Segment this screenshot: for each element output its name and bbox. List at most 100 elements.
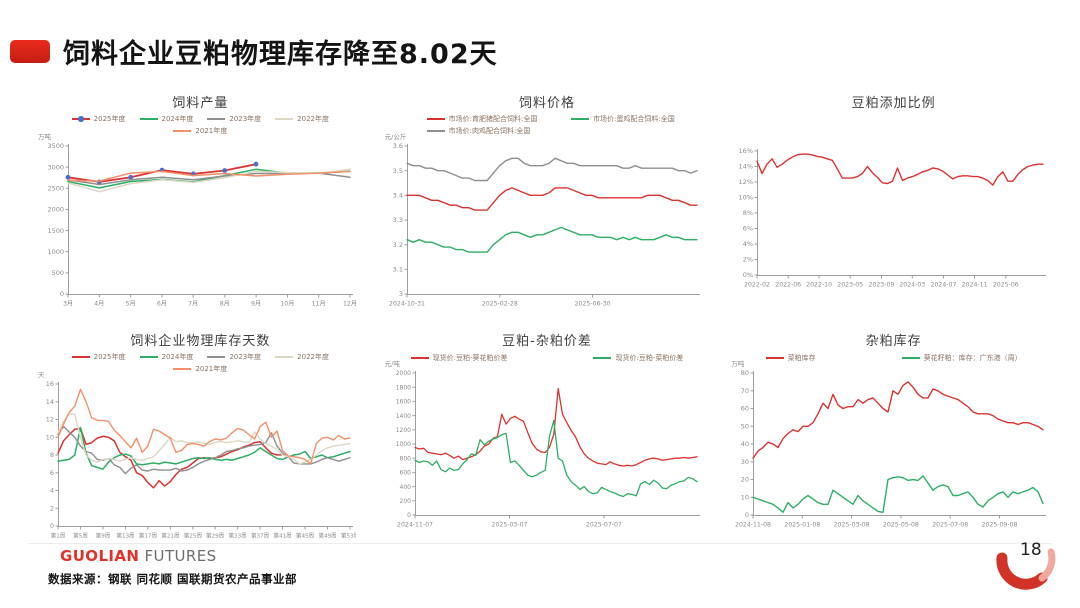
svg-text:6月: 6月 bbox=[157, 301, 167, 308]
legend-swatch bbox=[173, 368, 192, 370]
svg-text:2025-07-07: 2025-07-07 bbox=[586, 522, 622, 529]
svg-text:2024-10-31: 2024-10-31 bbox=[389, 301, 425, 308]
page-number-badge: 18 bbox=[990, 534, 1068, 602]
company-logo: GUOLIAN FUTURES bbox=[60, 547, 217, 565]
legend-swatch bbox=[173, 130, 192, 132]
data-source-note: 数据来源：钢联 同花顺 国联期货农产品事业部 bbox=[48, 572, 298, 586]
svg-text:第41周: 第41周 bbox=[273, 532, 291, 540]
svg-text:0: 0 bbox=[50, 522, 54, 530]
svg-text:3月: 3月 bbox=[63, 301, 73, 308]
svg-text:70: 70 bbox=[741, 387, 749, 395]
svg-text:第17周: 第17周 bbox=[139, 532, 157, 540]
svg-text:2500: 2500 bbox=[47, 185, 64, 193]
svg-text:2024-03: 2024-03 bbox=[900, 282, 926, 289]
chart-legend: 2025年度 2024年度 2023年度 2022年度 2021年度 bbox=[38, 114, 363, 136]
line-chart: 0 200 400 600 800 1000 1200 1400 1600 1800 2000 202… bbox=[395, 370, 700, 529]
svg-text:200: 200 bbox=[399, 498, 411, 505]
svg-text:20: 20 bbox=[741, 476, 749, 484]
legend-swatch bbox=[207, 118, 226, 120]
svg-text:10: 10 bbox=[46, 434, 54, 442]
svg-text:2024-11-07: 2024-11-07 bbox=[397, 522, 433, 529]
chart-plot: 万吨 0 500 1000 1500 2000 2500 3000 3500 3月 4月 5月 6月 7… bbox=[38, 133, 363, 313]
svg-text:9月: 9月 bbox=[251, 301, 261, 308]
legend-swatch bbox=[593, 356, 612, 359]
legend-item: 2022年度 bbox=[275, 352, 329, 362]
svg-text:2022-10: 2022-10 bbox=[806, 282, 832, 289]
legend-label: 2023年度 bbox=[229, 353, 262, 361]
svg-text:第25周: 第25周 bbox=[184, 532, 202, 540]
legend-swatch bbox=[71, 356, 90, 358]
line-chart: 0 10 20 30 40 50 60 70 80 2024-11-08 2025-01-08 202… bbox=[735, 369, 1047, 529]
chart-plot: 天 0 2 4 6 8 10 12 14 16 第1周 第5周 第9周 第13周 第17周 第21周 第25周… bbox=[38, 371, 363, 545]
svg-text:第13周: 第13周 bbox=[116, 532, 134, 540]
svg-text:16%: 16% bbox=[739, 147, 753, 155]
legend-marker-dot bbox=[78, 116, 84, 122]
legend-item: 2024年度 bbox=[139, 114, 193, 124]
page-number: 18 bbox=[1020, 540, 1042, 560]
legend-item: 市场价:肉鸡配合饲料:全国 bbox=[426, 126, 531, 136]
line-chart: 0 2 4 6 8 10 12 14 16 第1周 第5周 第9周 第13周 第17周 第21周 第25周 第2… bbox=[46, 380, 359, 540]
svg-text:7月: 7月 bbox=[188, 301, 198, 308]
legend-swatch bbox=[71, 116, 90, 122]
svg-text:2025-06-30: 2025-06-30 bbox=[574, 301, 610, 308]
svg-text:8月: 8月 bbox=[220, 301, 230, 308]
svg-text:2022-06: 2022-06 bbox=[776, 282, 802, 289]
legend-item: 市场价:蛋鸡配合饲料:全国 bbox=[570, 114, 675, 124]
legend-label: 市场价:蛋鸡配合饲料:全国 bbox=[592, 115, 675, 123]
legend-label: 葵花籽粕：库存：广东港（周） bbox=[923, 353, 1022, 362]
chart-title: 豆粕-杂粕价差 bbox=[502, 334, 592, 349]
legend-item: 2021年度 bbox=[173, 364, 227, 374]
chart-plot: 0% 2% 4% 6% 8% 10% 12% 14% 16% 2022-02 2022-06 2022… bbox=[731, 144, 1056, 294]
slide-header: 饲料企业豆粕物理库存降至8.02天 bbox=[10, 32, 498, 71]
svg-text:600: 600 bbox=[399, 470, 411, 477]
svg-text:500: 500 bbox=[52, 269, 64, 277]
svg-text:400: 400 bbox=[399, 484, 411, 491]
legend-swatch bbox=[139, 118, 158, 120]
svg-text:12月: 12月 bbox=[343, 301, 356, 308]
chart-legend: 市场价:育肥猪配合饲料:全国 市场价:蛋鸡配合饲料:全国 市场价:肉鸡配合饲料:全国 bbox=[385, 114, 710, 136]
chart-title: 豆粕添加比例 bbox=[851, 96, 936, 111]
legend-label: 现货价:豆粕-葵花粕价差 bbox=[432, 353, 508, 362]
svg-text:3.1: 3.1 bbox=[392, 266, 402, 274]
svg-text:1000: 1000 bbox=[395, 441, 410, 448]
svg-text:第37周: 第37周 bbox=[251, 532, 269, 540]
svg-text:2: 2 bbox=[50, 505, 54, 513]
chart-title: 饲料产量 bbox=[172, 96, 229, 111]
line-chart: 3 3.1 3.2 3.3 3.4 3.5 3.6 2024-10-31 2025-02-28 2… bbox=[389, 142, 700, 308]
legend-item: 2021年度 bbox=[173, 126, 227, 136]
chart-panel-meal-inventory: 杂粕库存 菜粕库存 葵花籽粕：库存：广东港（周） 万吨 0 10 20 30 40 50 60… bbox=[731, 328, 1056, 542]
svg-text:3.4: 3.4 bbox=[392, 192, 402, 200]
legend-label: 2024年度 bbox=[161, 353, 194, 361]
svg-text:第1周: 第1周 bbox=[51, 532, 66, 540]
svg-text:6: 6 bbox=[50, 469, 54, 477]
y-axis-unit: 元/吨 bbox=[384, 360, 400, 368]
svg-text:2000: 2000 bbox=[395, 370, 410, 377]
chart-plot: 元/公斤 3 3.1 3.2 3.3 3.4 3.5 3.6 2024-10-31 2025-0… bbox=[385, 133, 710, 313]
svg-text:第21周: 第21周 bbox=[161, 532, 179, 540]
chart-panel-feed-price: 饲料价格 市场价:育肥猪配合饲料:全国 市场价:蛋鸡配合饲料:全国 市场价:肉鸡配合… bbox=[385, 90, 710, 318]
y-axis-unit: 元/公斤 bbox=[384, 133, 407, 141]
svg-text:2022-02: 2022-02 bbox=[744, 282, 770, 289]
svg-text:4: 4 bbox=[50, 487, 54, 495]
svg-text:2023-05: 2023-05 bbox=[838, 282, 864, 289]
svg-text:800: 800 bbox=[399, 455, 411, 462]
svg-text:第45周: 第45周 bbox=[296, 532, 314, 540]
svg-text:1000: 1000 bbox=[47, 248, 64, 256]
footer-divider bbox=[28, 543, 1052, 544]
svg-text:2000: 2000 bbox=[47, 206, 64, 214]
legend-label: 菜粕库存 bbox=[787, 353, 816, 362]
svg-text:3: 3 bbox=[399, 290, 403, 298]
svg-text:2023-09: 2023-09 bbox=[869, 282, 895, 289]
svg-text:2024-07: 2024-07 bbox=[931, 282, 957, 289]
chart-panel-price-spread: 豆粕-杂粕价差 现货价:豆粕-葵花粕价差 现货价:豆粕-菜粕价差 元/吨 0 200… bbox=[385, 328, 710, 542]
chart-legend: 菜粕库存 葵花籽粕：库存：广东港（周） bbox=[731, 352, 1056, 363]
logo-secondary: FUTURES bbox=[144, 547, 217, 565]
svg-text:10: 10 bbox=[741, 494, 749, 502]
legend-label: 市场价:肉鸡配合饲料:全国 bbox=[448, 127, 531, 135]
svg-text:2025-05-08: 2025-05-08 bbox=[883, 522, 919, 529]
svg-text:2025-03-08: 2025-03-08 bbox=[834, 522, 870, 529]
svg-text:3500: 3500 bbox=[47, 142, 64, 150]
line-chart: 0% 2% 4% 6% 8% 10% 12% 14% 16% 2022-02 2022-06 2022… bbox=[739, 147, 1047, 289]
chart-plot: 元/吨 0 200 400 600 800 1000 1200 1400 1600 1800 200… bbox=[385, 360, 710, 534]
